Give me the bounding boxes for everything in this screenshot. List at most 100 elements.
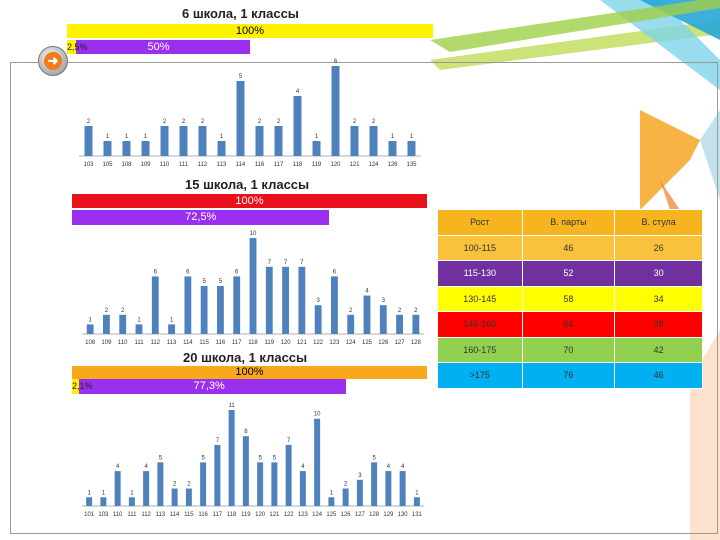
tick-label: 127 (355, 512, 366, 518)
data-label: 5 (239, 74, 243, 80)
bar (84, 126, 93, 156)
tick-label: 118 (227, 512, 237, 518)
tick-label: 113 (156, 512, 166, 518)
back-button[interactable]: ➜ (38, 46, 68, 76)
table-row: 100-115 46 26 (437, 234, 703, 261)
segment: 2,5% (67, 40, 88, 54)
bar (86, 497, 93, 506)
table-cell: 58 (521, 285, 616, 312)
bar (157, 462, 164, 506)
data-label: 4 (144, 464, 148, 470)
data-label: 4 (401, 464, 405, 470)
bar (122, 141, 131, 156)
data-label: 4 (387, 464, 391, 470)
bar (412, 314, 420, 334)
bar (217, 141, 226, 156)
segment: 50% (67, 40, 250, 54)
bar (103, 314, 110, 334)
data-label: 1 (410, 134, 414, 140)
tick-label: 117 (274, 162, 284, 168)
data-label: 1 (170, 317, 174, 323)
slide-frame (10, 62, 718, 534)
data-label: 2 (87, 119, 91, 125)
tick-label: 128 (411, 340, 422, 346)
data-label: 1 (106, 134, 110, 140)
bar (103, 141, 112, 156)
data-label: 10 (314, 412, 321, 418)
bar (314, 418, 321, 506)
tick-label: 113 (217, 162, 227, 168)
bar (271, 462, 278, 506)
tick-label: 122 (284, 512, 295, 518)
bar (160, 126, 169, 156)
data-label: 5 (202, 279, 206, 285)
table-cell: 26 (614, 234, 703, 261)
data-label: 7 (287, 438, 291, 444)
bar (328, 497, 335, 506)
bar (285, 444, 292, 506)
table-cell: 64 (521, 311, 616, 338)
tick-label: 124 (346, 340, 357, 346)
data-label: 11 (229, 403, 236, 409)
data-label: 4 (296, 89, 300, 95)
data-label: 6 (334, 59, 338, 65)
bar (151, 276, 159, 334)
bar (255, 126, 264, 156)
tick-label: 117 (213, 512, 223, 518)
tick-label: 120 (281, 340, 292, 346)
data-label: 6 (186, 269, 190, 275)
data-label: 5 (273, 455, 277, 461)
bar (217, 286, 224, 334)
table-cell: 34 (614, 285, 703, 312)
data-label: 1 (125, 134, 129, 140)
data-label: 1 (220, 134, 224, 140)
bar (399, 471, 406, 506)
data-label: 5 (372, 455, 376, 461)
bar (179, 126, 188, 156)
tick-label: 116 (198, 512, 208, 518)
tick-label: 114 (183, 340, 193, 346)
bar-chart: 1101110341101111411251132114211551167117… (82, 403, 424, 518)
bar (185, 488, 192, 506)
data-label: 2 (201, 119, 205, 125)
bar (171, 488, 178, 506)
data-label: 2 (372, 119, 376, 125)
tick-label: 114 (170, 512, 180, 518)
tick-label: 119 (264, 340, 274, 346)
data-label: 2 (187, 482, 191, 488)
tick-label: 124 (368, 162, 379, 168)
data-label: 5 (201, 455, 205, 461)
tick-label: 108 (85, 340, 96, 346)
tick-label: 112 (198, 162, 208, 168)
data-label: 6 (333, 269, 337, 275)
total-label: 100% (235, 195, 264, 207)
bar (369, 126, 378, 156)
tick-label: 121 (269, 512, 280, 518)
tick-label: 108 (121, 162, 132, 168)
bar (298, 266, 306, 334)
table-row: >175 76 46 (437, 362, 703, 389)
tick-label: 114 (236, 162, 246, 168)
bar (347, 314, 355, 334)
tick-label: 105 (102, 162, 113, 168)
tick-label: 120 (330, 162, 341, 168)
tick-label: 122 (313, 340, 324, 346)
tick-label: 135 (406, 162, 417, 168)
tick-label: 126 (378, 340, 389, 346)
data-label: 2 (349, 308, 353, 314)
data-label: 5 (219, 279, 223, 285)
bar (363, 295, 371, 334)
panel-title: 15 школа, 1 классы (185, 177, 310, 192)
bar (198, 126, 207, 156)
bar (331, 66, 340, 156)
data-label: 7 (268, 260, 272, 266)
tick-label: 116 (255, 162, 265, 168)
data-label: 1 (144, 134, 148, 140)
bar (257, 462, 264, 506)
data-label: 4 (365, 289, 369, 295)
tick-label: 129 (383, 512, 394, 518)
segment: 77,3% (72, 379, 347, 394)
tick-label: 125 (362, 340, 373, 346)
data-label: 2 (173, 482, 177, 488)
bar (135, 324, 143, 334)
